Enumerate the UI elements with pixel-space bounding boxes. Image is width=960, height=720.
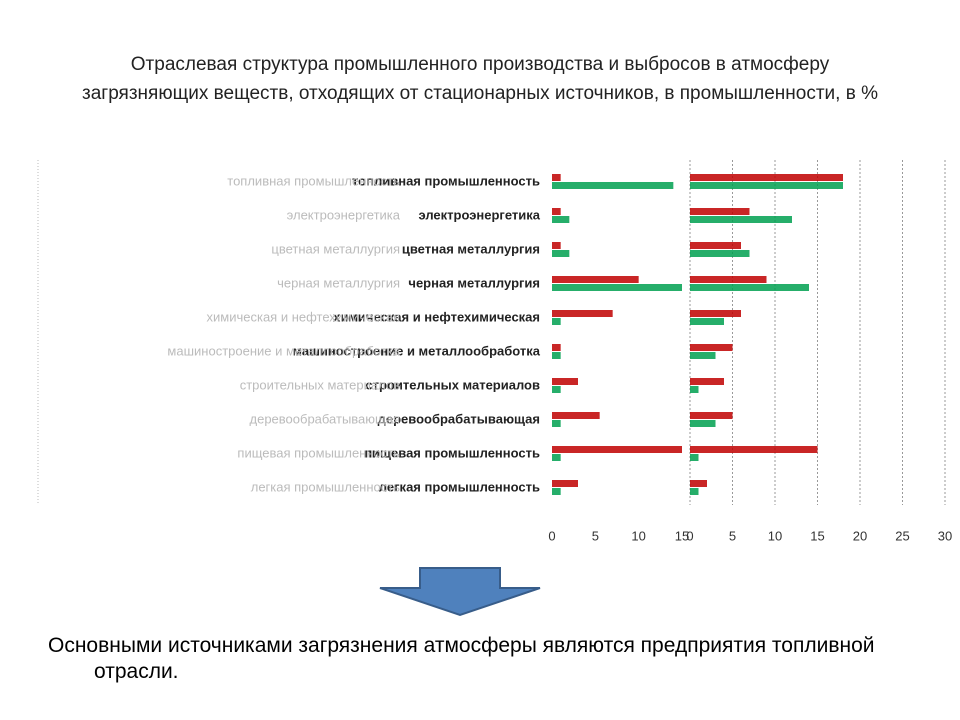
category-label: топливная промышленность (352, 173, 540, 188)
x-tick-label: 5 (729, 528, 736, 543)
bar (552, 386, 561, 393)
bar (552, 310, 613, 317)
bar (552, 284, 682, 291)
bar (690, 480, 707, 487)
bar (552, 208, 561, 215)
bar (690, 412, 733, 419)
bar (552, 412, 600, 419)
category-label: легкая промышленность (379, 479, 540, 494)
bar (552, 182, 674, 189)
bar (690, 446, 818, 453)
conclusion-text: Основными источниками загрязнения атмосф… (48, 634, 875, 683)
bar (552, 174, 561, 181)
bar (690, 344, 733, 351)
bar (552, 454, 561, 461)
bar (552, 250, 570, 257)
category-label: черная металлургия (408, 275, 540, 290)
bar (552, 378, 578, 385)
bar (552, 480, 578, 487)
bar (552, 420, 561, 427)
x-tick-label: 15 (810, 528, 824, 543)
x-tick-label: 5 (592, 528, 599, 543)
bar (552, 446, 682, 453)
bar (690, 420, 716, 427)
bar (690, 216, 792, 223)
category-label: топливная промышленность (227, 173, 400, 188)
category-label: строительных материалов (365, 377, 540, 392)
bar (690, 318, 724, 325)
category-label: машиностроение и металлообработка (292, 343, 540, 358)
category-label: электроэнергетика (418, 207, 540, 222)
x-tick-label: 20 (853, 528, 867, 543)
x-tick-label: 30 (938, 528, 952, 543)
bar (690, 174, 843, 181)
category-label: химическая и нефтехимическая (333, 309, 540, 324)
category-label: легкая промышленность (251, 479, 400, 494)
bar (690, 310, 741, 317)
category-label: цветная металлургия (402, 241, 540, 256)
x-tick-label: 25 (895, 528, 909, 543)
bar (690, 276, 767, 283)
category-label: машиностроение и металлообработка (167, 343, 400, 358)
bar (690, 242, 741, 249)
x-tick-label: 0 (686, 528, 693, 543)
x-tick-label: 0 (548, 528, 555, 543)
bar (552, 276, 639, 283)
bar (690, 488, 699, 495)
bar (690, 352, 716, 359)
category-label: пищевая промышленность (237, 445, 400, 460)
category-label: деревообрабатывающая (250, 411, 401, 426)
category-label: химическая и нефтехимическая (207, 309, 400, 324)
bar (552, 344, 561, 351)
x-tick-label: 10 (631, 528, 645, 543)
arrow (379, 567, 541, 617)
category-label: цветная металлургия (271, 241, 400, 256)
bar (552, 352, 561, 359)
bar (690, 454, 699, 461)
category-label: черная металлургия (277, 275, 400, 290)
category-label: пищевая промышленность (364, 445, 540, 460)
slide-title: Отраслевая структура промышленного произ… (82, 54, 878, 104)
bar (690, 284, 809, 291)
bar (552, 318, 561, 325)
x-tick-label: 10 (768, 528, 782, 543)
category-label: деревообрабатывающая (378, 411, 540, 426)
category-label: строительных материалов (240, 377, 400, 392)
bar (552, 488, 561, 495)
bar (690, 250, 750, 257)
category-label: электроэнергетика (287, 207, 401, 222)
bar (690, 378, 724, 385)
bar (552, 216, 570, 223)
bar (690, 182, 843, 189)
bar (690, 386, 699, 393)
x-tick-label: 15 (675, 528, 689, 543)
bar (552, 242, 561, 249)
bar (690, 208, 750, 215)
